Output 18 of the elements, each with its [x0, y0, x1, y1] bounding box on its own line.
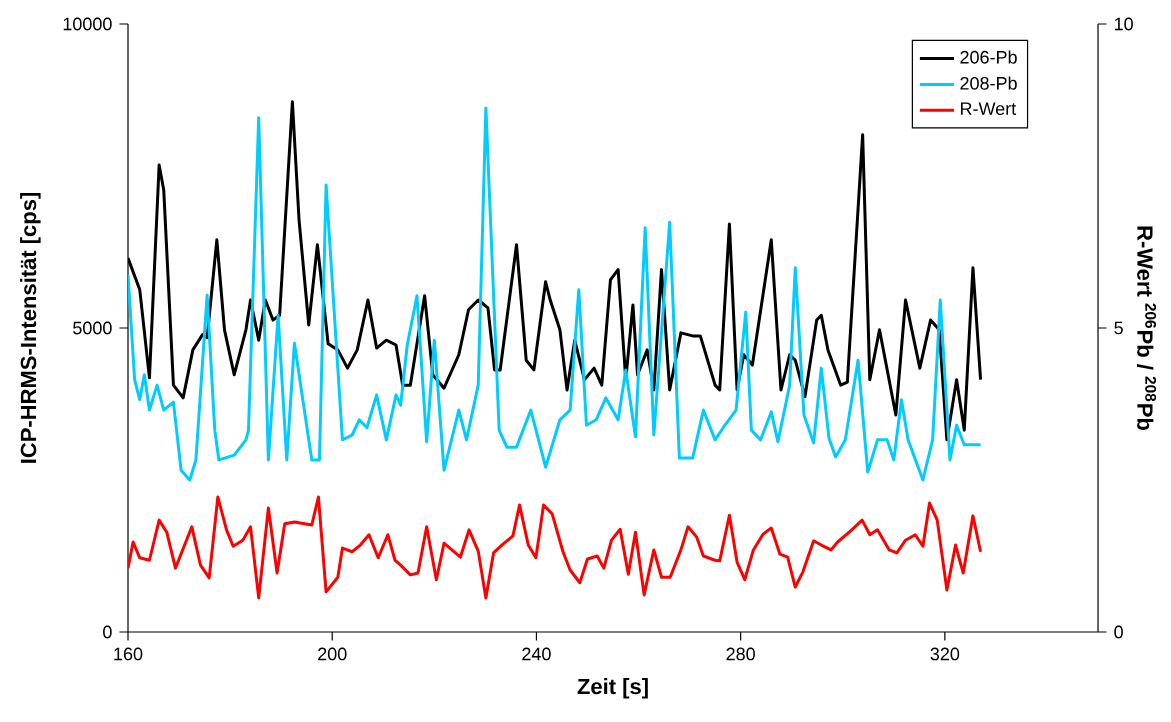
y-tick-label: 0 [103, 625, 112, 639]
line-series [128, 495, 983, 600]
legend-label: 208-Pb [960, 76, 1017, 90]
x-tick-label: 280 [726, 647, 755, 661]
x-tick-label: 160 [114, 647, 143, 661]
y-axis-title: ICP-HRMS-Intensität [cps] [20, 192, 41, 463]
x-tick-label: 320 [930, 647, 960, 661]
legend-label: R-Wert [961, 102, 1017, 116]
y2-tick-label: 5 [1114, 321, 1123, 335]
y-tick-label: 10000 [63, 17, 112, 31]
y2-axis-title: R-Wert $^{206}$Pb / $^{208}$Pb [1136, 226, 1157, 430]
y2-tick-label: 0 [1114, 625, 1123, 639]
legend-label: 206-Pb [960, 50, 1017, 64]
x-axis-title: Zeit [s] [577, 678, 648, 699]
y-tick-label: 5000 [73, 321, 112, 335]
x-tick-label: 240 [522, 647, 551, 661]
x-tick-label: 200 [318, 647, 347, 661]
y2-tick-label: 10 [1115, 17, 1133, 31]
